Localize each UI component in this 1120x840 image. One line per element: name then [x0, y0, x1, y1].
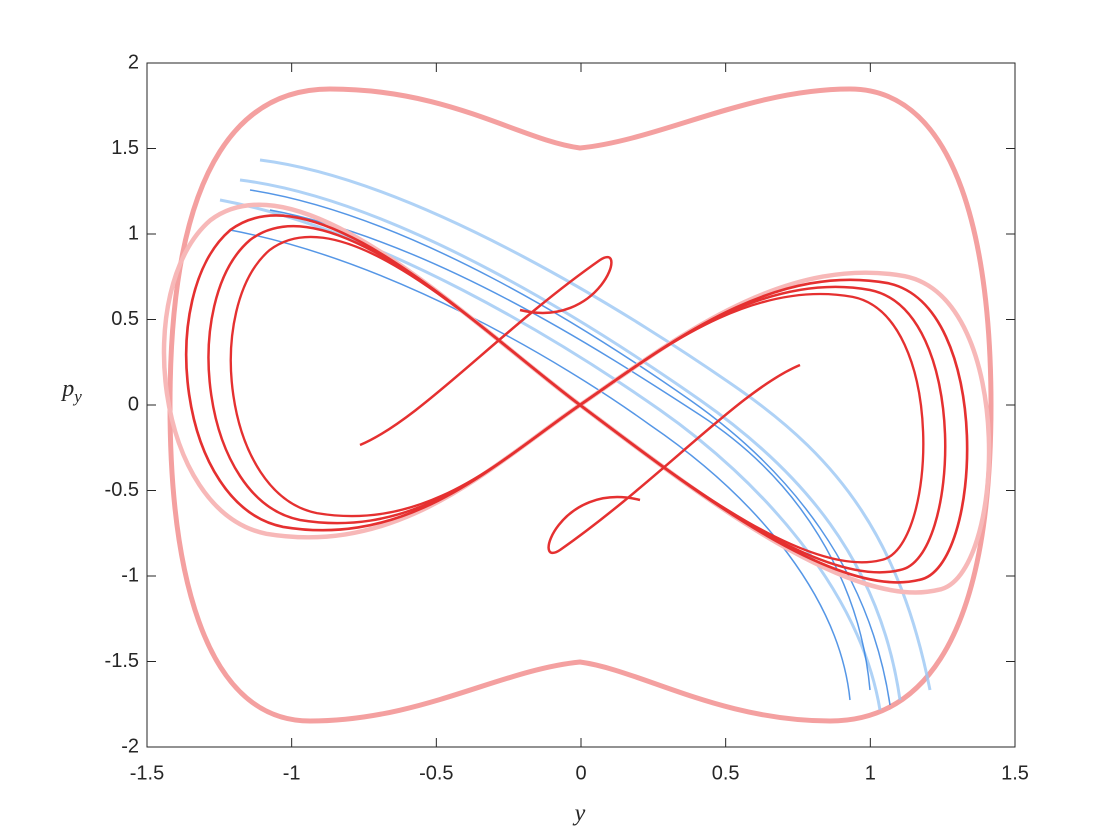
- x-tick-label: -0.5: [419, 762, 453, 784]
- x-axis-label: y: [573, 801, 586, 827]
- y-tick-label: 1: [128, 222, 139, 244]
- y-axis-label: py: [60, 376, 82, 406]
- y-axis-label-base: p: [60, 376, 74, 402]
- y-tick-label: -1.5: [105, 650, 139, 672]
- y-axis-label-subscript: y: [72, 387, 82, 406]
- y-tick-label: 0: [128, 393, 139, 415]
- y-tick-label: 0.5: [111, 308, 139, 330]
- x-tick-label: -1: [283, 762, 301, 784]
- y-tick-label: -0.5: [105, 479, 139, 501]
- x-tick-label: 1.5: [1001, 762, 1029, 784]
- x-tick-label: 0: [575, 762, 586, 784]
- trajectory-image: [161, 86, 994, 724]
- x-tick-label: -1.5: [130, 762, 164, 784]
- y-tick-label: -1: [121, 564, 139, 586]
- y-tick-label: -2: [121, 735, 139, 757]
- x-tick-label: 0.5: [712, 762, 740, 784]
- x-tick-label: 1: [865, 762, 876, 784]
- y-tick-label: 1.5: [111, 137, 139, 159]
- y-tick-label: 2: [128, 51, 139, 73]
